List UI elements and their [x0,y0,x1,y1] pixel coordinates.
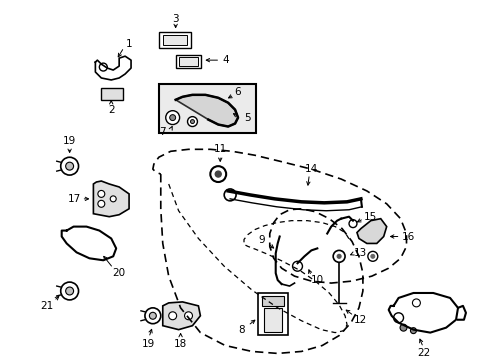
Circle shape [98,190,104,197]
Text: 3: 3 [172,14,179,23]
Bar [264,308,281,332]
Text: 15: 15 [364,212,377,222]
Circle shape [65,287,73,295]
Circle shape [61,282,79,300]
Text: 17: 17 [68,194,81,204]
Text: 8: 8 [238,325,245,335]
Circle shape [224,189,236,201]
Text: 16: 16 [401,231,414,242]
Circle shape [332,250,345,262]
Text: 6: 6 [234,87,241,97]
Text: 7: 7 [159,127,166,138]
Text: 13: 13 [354,248,367,258]
Bar [175,55,201,68]
Circle shape [187,117,197,126]
Circle shape [65,162,73,170]
Bar [261,296,283,306]
Circle shape [98,201,104,207]
Circle shape [393,313,403,323]
Circle shape [367,251,377,261]
Text: 5: 5 [244,113,251,123]
Polygon shape [163,302,200,330]
Text: 20: 20 [112,268,125,278]
Text: 22: 22 [417,348,430,359]
Polygon shape [356,219,386,243]
Text: 12: 12 [354,315,367,325]
Text: 21: 21 [40,301,53,311]
Circle shape [411,299,420,307]
Bar [159,84,255,134]
Polygon shape [93,181,129,217]
Bar [163,35,186,45]
Circle shape [348,220,356,228]
Text: 11: 11 [213,144,226,154]
Circle shape [168,312,176,320]
Circle shape [215,171,221,177]
Text: 19: 19 [63,136,76,147]
Bar [101,88,123,100]
Circle shape [61,157,79,175]
Circle shape [165,111,179,125]
Text: 9: 9 [258,235,264,246]
Text: 19: 19 [142,338,155,348]
Text: 18: 18 [174,338,187,348]
Circle shape [99,63,107,71]
Circle shape [409,328,416,334]
Text: 10: 10 [310,275,323,285]
Circle shape [184,312,192,320]
Bar [257,293,287,334]
Polygon shape [175,95,238,126]
Bar [159,32,190,48]
Circle shape [292,261,302,271]
Circle shape [190,120,194,123]
Text: 1: 1 [125,39,132,49]
Circle shape [110,196,116,202]
Text: 2: 2 [108,105,114,115]
Circle shape [399,324,406,331]
Circle shape [336,255,341,258]
Text: 14: 14 [304,164,317,174]
Text: 4: 4 [223,55,229,65]
Circle shape [370,255,374,258]
Circle shape [149,312,156,319]
Circle shape [210,166,226,182]
Circle shape [169,114,175,121]
Bar [178,57,198,66]
Circle shape [144,308,161,324]
